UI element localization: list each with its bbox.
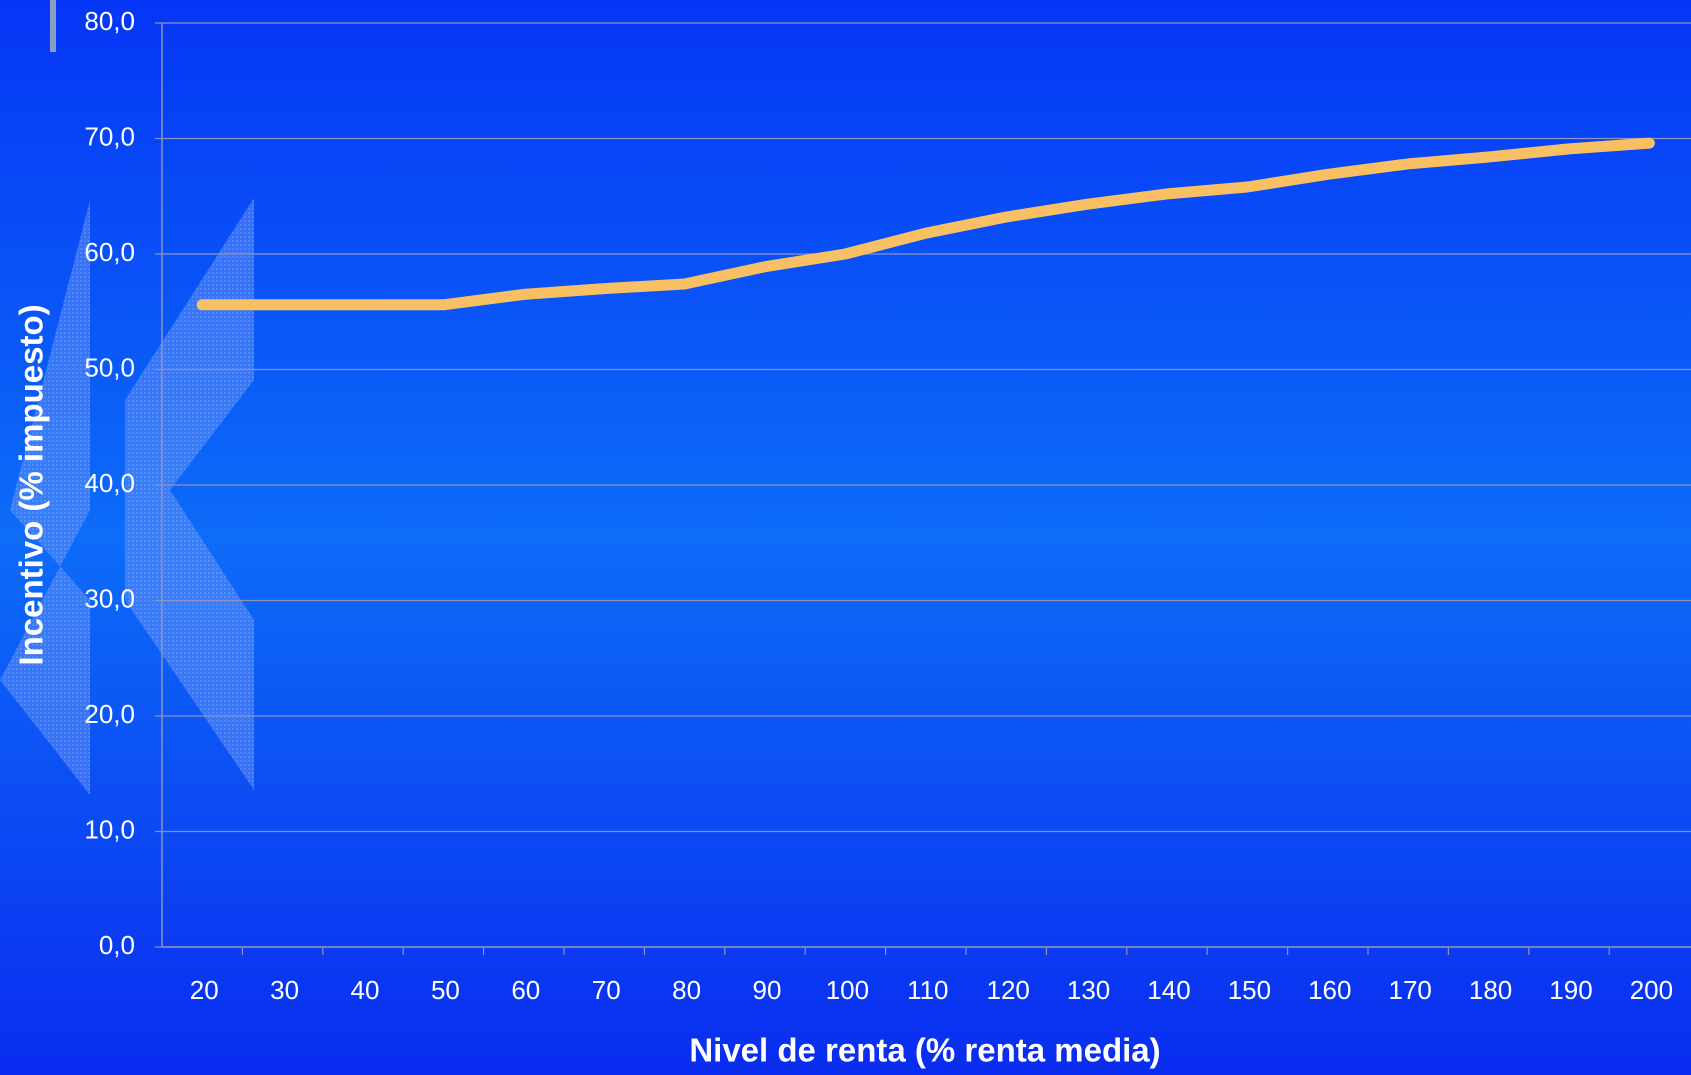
x-tick-label: 40 (351, 975, 380, 1005)
x-tick-label: 90 (753, 975, 782, 1005)
decor-chevrons (0, 198, 254, 795)
x-tick-label: 140 (1147, 975, 1190, 1005)
x-tick-label: 30 (270, 975, 299, 1005)
x-tick-label: 180 (1469, 975, 1512, 1005)
x-tick-label: 160 (1308, 975, 1351, 1005)
x-tick-label: 170 (1389, 975, 1432, 1005)
x-tick-label: 20 (190, 975, 219, 1005)
x-tick-label: 100 (826, 975, 869, 1005)
y-tick-label: 70,0 (84, 121, 135, 151)
y-tick-label: 80,0 (84, 6, 135, 36)
y-tick-label: 10,0 (84, 814, 135, 844)
y-axis-title: Incentivo (% impuesto) (13, 304, 50, 665)
y-tick-label: 20,0 (84, 699, 135, 729)
x-tick-label: 80 (672, 975, 701, 1005)
y-tick-label: 30,0 (84, 583, 135, 613)
series-line (196, 137, 1655, 311)
x-tick-label: 70 (592, 975, 621, 1005)
decor-bar (50, 0, 56, 52)
y-tick-label: 40,0 (84, 468, 135, 498)
x-tick-label: 190 (1549, 975, 1592, 1005)
x-axis-title: Nivel de renta (% renta media) (689, 1032, 1160, 1069)
x-tick-label: 120 (987, 975, 1030, 1005)
x-tick-label: 60 (511, 975, 540, 1005)
x-tick-label: 110 (907, 975, 948, 1005)
x-tick-label: 130 (1067, 975, 1110, 1005)
y-tick-label: 0,0 (99, 930, 135, 960)
y-tick-label: 50,0 (84, 352, 135, 382)
x-tick-label: 150 (1228, 975, 1271, 1005)
x-tick-label: 50 (431, 975, 460, 1005)
x-tick-label: 200 (1630, 975, 1673, 1005)
y-tick-label: 60,0 (84, 237, 135, 267)
